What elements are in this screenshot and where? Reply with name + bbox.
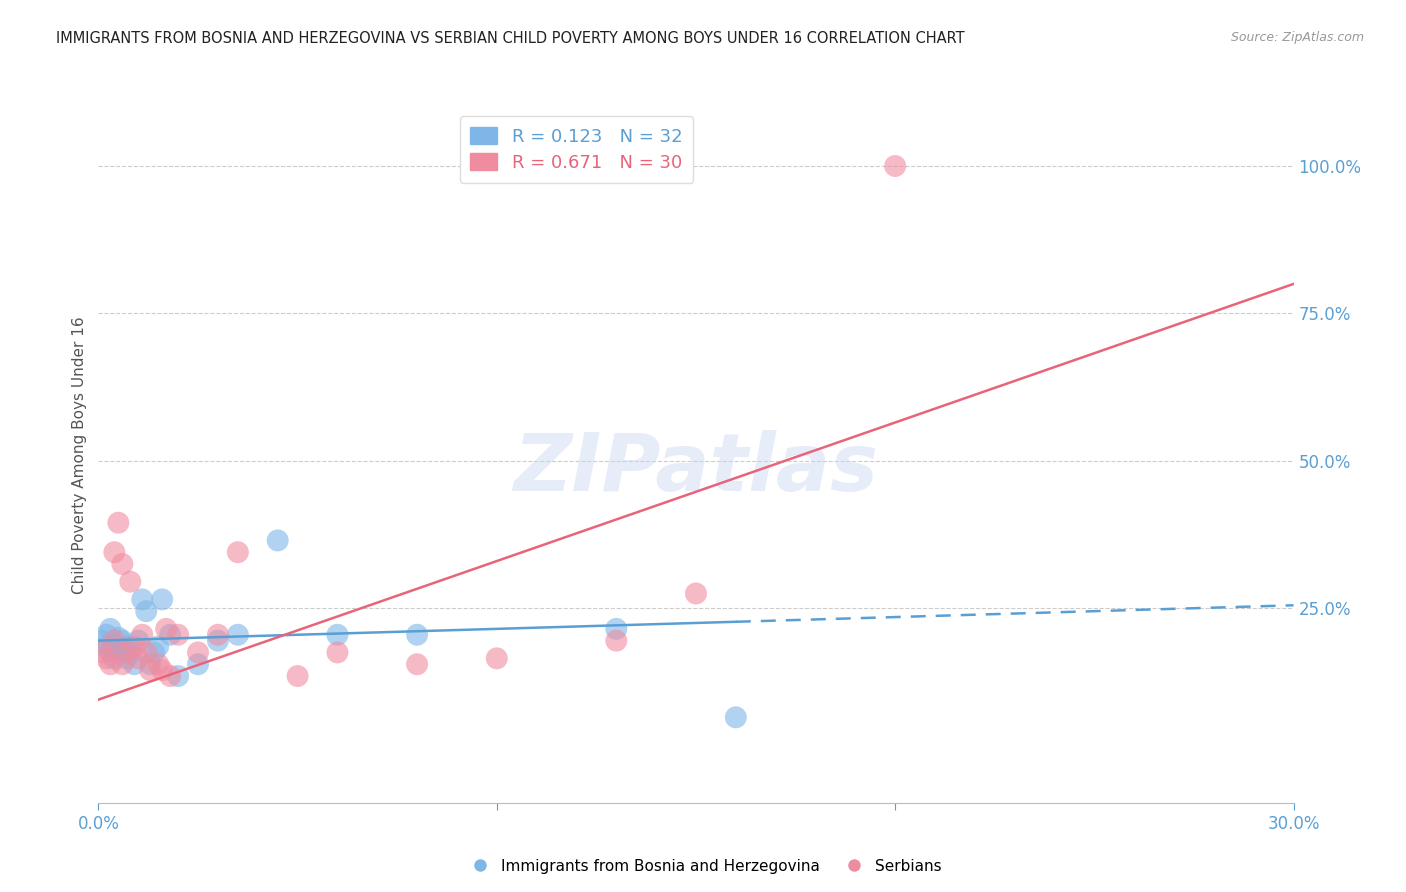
Point [139,663,162,677]
Point [91,633,114,648]
Point [127,633,149,648]
Point [148,657,170,672]
Y-axis label: Child Poverty Among Boys Under 16: Child Poverty Among Boys Under 16 [72,316,87,594]
Point [167,669,190,683]
Point [884,159,907,173]
Point [207,633,229,648]
Point [150,592,173,607]
Point [96,640,118,654]
Point [155,622,177,636]
Point [127,651,149,665]
Point [135,645,157,659]
Point [103,637,125,651]
Point [111,633,134,648]
Point [131,628,153,642]
Text: Source: ZipAtlas.com: Source: ZipAtlas.com [1230,31,1364,45]
Point [96,651,118,665]
Point [605,622,627,636]
Point [159,628,181,642]
Point [115,645,138,659]
Point [485,651,508,665]
Point [226,545,249,559]
Point [120,645,142,659]
Point [605,633,627,648]
Point [131,592,153,607]
Point [685,586,707,600]
Point [167,628,190,642]
Text: ZIPatlas: ZIPatlas [513,430,879,508]
Point [143,645,166,659]
Point [150,663,173,677]
Point [326,645,349,659]
Point [103,545,125,559]
Point [103,651,125,665]
Point [96,628,118,642]
Point [111,557,134,571]
Point [115,651,138,665]
Point [724,710,747,724]
Point [100,657,122,672]
Point [148,640,170,654]
Point [111,657,134,672]
Point [326,628,349,642]
Point [91,645,114,659]
Point [139,657,162,672]
Point [207,628,229,642]
Point [124,640,146,654]
Legend: Immigrants from Bosnia and Herzegovina, Serbians: Immigrants from Bosnia and Herzegovina, … [458,853,948,880]
Point [124,657,146,672]
Point [107,631,129,645]
Point [107,645,129,659]
Point [111,642,134,657]
Point [287,669,309,683]
Point [115,640,138,654]
Point [226,628,249,642]
Legend: R = 0.123   N = 32, R = 0.671   N = 30: R = 0.123 N = 32, R = 0.671 N = 30 [460,116,693,183]
Point [103,633,125,648]
Point [100,622,122,636]
Point [187,657,209,672]
Point [120,574,142,589]
Text: IMMIGRANTS FROM BOSNIA AND HERZEGOVINA VS SERBIAN CHILD POVERTY AMONG BOYS UNDER: IMMIGRANTS FROM BOSNIA AND HERZEGOVINA V… [56,31,965,46]
Point [267,533,290,548]
Point [406,628,429,642]
Point [406,657,429,672]
Point [159,669,181,683]
Point [107,516,129,530]
Point [135,604,157,618]
Point [100,645,122,659]
Point [187,645,209,659]
